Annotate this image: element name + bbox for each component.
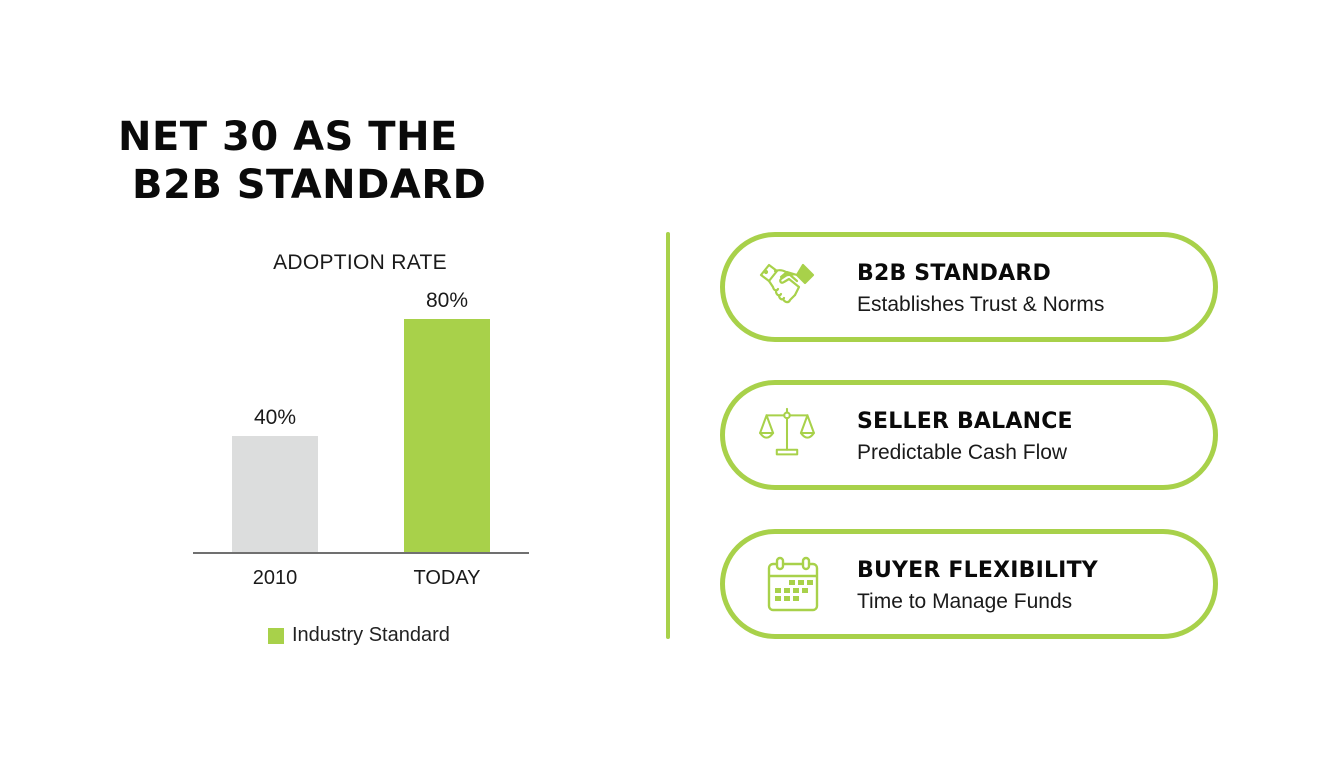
card-heading: SELLER BALANCE <box>857 409 1073 434</box>
vertical-divider <box>666 232 670 639</box>
bar-value-label: 40% <box>253 406 297 429</box>
card-subtext: Predictable Cash Flow <box>857 441 1068 464</box>
chart-title: ADOPTION RATE <box>273 251 447 274</box>
category-label: TODAY <box>413 567 481 589</box>
category-label: 2010 <box>252 567 298 589</box>
page-title: NET 30 AS THE B2B STANDARD <box>118 113 486 209</box>
card-b2b-standard: B2B STANDARD Establishes Trust & Norms <box>720 232 1218 342</box>
scale-icon <box>757 407 817 459</box>
bar-value-label: 80% <box>425 289 469 312</box>
title-line-1: NET 30 AS THE <box>118 114 458 160</box>
bar-today <box>404 319 490 553</box>
card-heading: B2B STANDARD <box>857 261 1051 286</box>
x-axis-line <box>193 552 529 554</box>
bar-2010 <box>232 436 318 553</box>
legend-swatch <box>268 627 284 644</box>
calendar-icon <box>767 556 819 612</box>
card-buyer-flexibility: BUYER FLEXIBILITY Time to Manage Funds <box>720 529 1218 639</box>
chart-legend: Industry Standard <box>268 624 450 647</box>
legend-label: Industry Standard <box>292 624 450 646</box>
card-heading: BUYER FLEXIBILITY <box>857 558 1098 583</box>
card-seller-balance: SELLER BALANCE Predictable Cash Flow <box>720 380 1218 490</box>
handshake-icon <box>757 261 817 313</box>
card-subtext: Establishes Trust & Norms <box>857 293 1105 316</box>
card-subtext: Time to Manage Funds <box>857 590 1073 613</box>
title-line-2: B2B STANDARD <box>132 162 487 208</box>
